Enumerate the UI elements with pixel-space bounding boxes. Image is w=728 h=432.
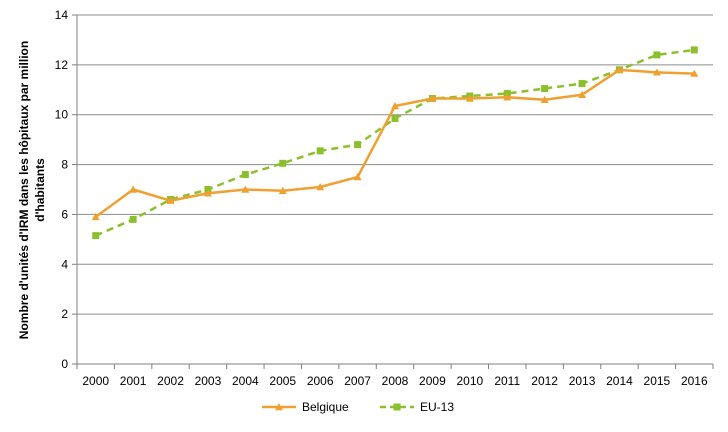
y-tick-label: 4 [61, 257, 68, 271]
data-point [391, 101, 399, 110]
gridlines [77, 14, 713, 315]
data-point [465, 94, 474, 102]
data-point [541, 85, 549, 93]
data-point [91, 212, 100, 221]
data-point [653, 51, 661, 59]
data-point [241, 185, 250, 193]
legend-label: EU-13 [420, 400, 454, 414]
legend-item: EU-13 [380, 400, 454, 414]
data-point [92, 232, 100, 240]
legend-label: Belgique [302, 400, 349, 414]
data-point [690, 46, 698, 54]
series-lines [91, 46, 699, 240]
x-tick-label: 2012 [531, 374, 558, 388]
legend-swatch-marker [393, 403, 401, 411]
y-tick-label: 12 [55, 58, 69, 72]
y-tick-label: 2 [61, 307, 68, 321]
data-point [278, 186, 287, 194]
data-point [129, 185, 138, 193]
x-tick-label: 2011 [494, 374, 520, 388]
data-point [503, 93, 512, 101]
legend: Belgique EU-13 [262, 400, 454, 414]
x-tick-label: 2002 [157, 374, 184, 388]
x-tick-label: 2014 [606, 374, 633, 388]
x-tick-label: 2004 [232, 374, 259, 388]
y-tick-label: 6 [61, 207, 68, 221]
data-point [615, 65, 624, 74]
data-point [578, 90, 587, 98]
data-point [578, 80, 586, 88]
data-point [391, 114, 399, 122]
data-point [428, 94, 437, 102]
x-tick-label: 2016 [681, 374, 708, 388]
x-tick-label: 2005 [269, 374, 296, 388]
x-tick-label: 2008 [382, 374, 409, 388]
x-tick-label: 2009 [419, 374, 446, 388]
y-tick-label: 8 [61, 158, 68, 172]
series-eu-13 [92, 46, 698, 240]
data-point [129, 215, 137, 223]
data-point [354, 141, 362, 149]
x-tick-label: 2003 [195, 374, 222, 388]
data-point [540, 95, 549, 103]
data-point [316, 147, 324, 155]
y-tick-label: 14 [55, 8, 69, 22]
axes: 0 2 4 6 8 10 12 14 2000 2001 2002 2003 2004 2005 2006 2… [55, 8, 714, 388]
legend-swatch-marker [275, 403, 283, 411]
series-line [95, 48, 695, 237]
legend-item: Belgique [262, 400, 349, 414]
data-point [353, 173, 362, 181]
x-tick-label: 2010 [456, 374, 483, 388]
data-point [166, 196, 175, 204]
data-point [652, 68, 661, 76]
series-belgique [91, 65, 699, 221]
data-point [241, 171, 249, 179]
y-axis-title-line-1: Nombre d'unités d'IRM dans les hôpitaux … [17, 41, 31, 339]
data-point [279, 159, 287, 167]
data-point [690, 69, 699, 77]
y-axis-title: Nombre d'unités d'IRM dans les hôpitaux … [17, 41, 47, 339]
x-tick-label: 2006 [307, 374, 334, 388]
x-tick-label: 2000 [82, 374, 109, 388]
data-point [203, 189, 212, 197]
x-tick-label: 2007 [344, 374, 371, 388]
y-tick-label: 10 [55, 108, 69, 122]
x-tick-label: 2013 [569, 374, 596, 388]
x-tick-label: 2015 [644, 374, 671, 388]
y-axis-title-line-2: d'habitants [33, 158, 47, 222]
x-tick-label: 2001 [120, 374, 147, 388]
data-point [316, 183, 325, 191]
y-tick-label: 0 [61, 357, 68, 371]
